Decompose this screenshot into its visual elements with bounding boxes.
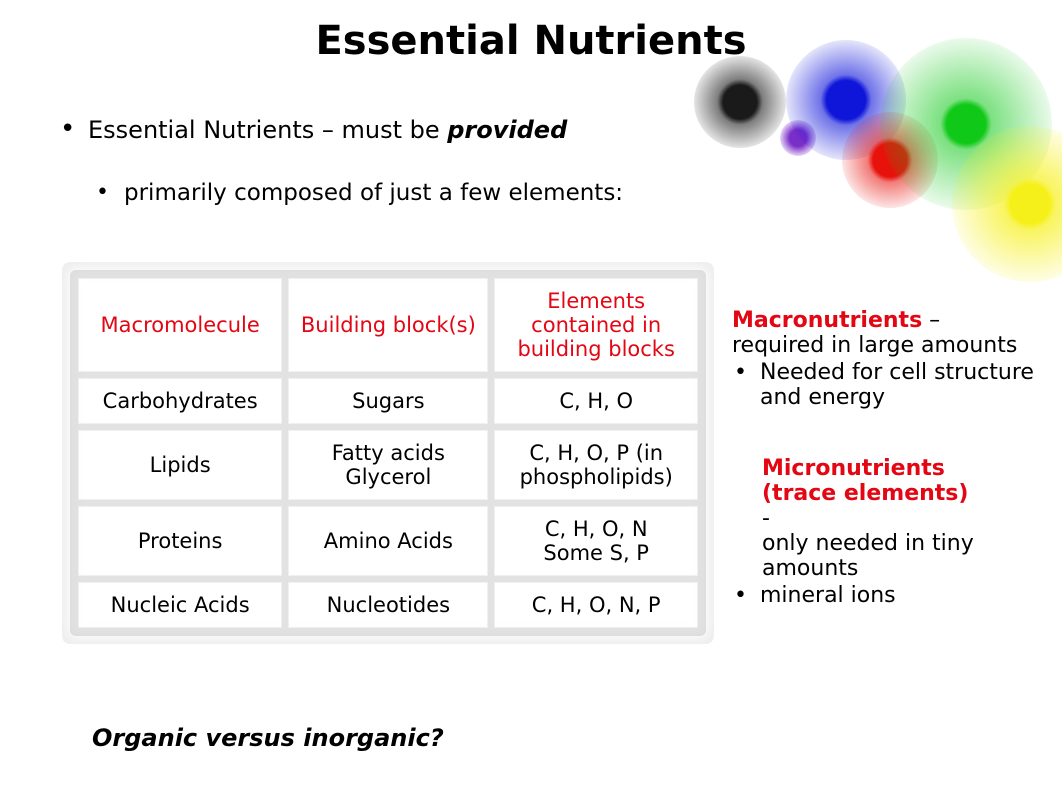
table-header-cell: Building block(s) — [288, 278, 488, 372]
micronutrients-head1: Micronutrients — [762, 456, 1034, 481]
micronutrients-block: Micronutrients (trace elements) - only n… — [762, 456, 1034, 608]
micronutrients-head2: (trace elements) — [762, 481, 1034, 506]
bullet-essential-emph: provided — [447, 116, 567, 144]
bullet-essential: Essential Nutrients – must be provided — [56, 116, 696, 144]
table-row: ProteinsAmino AcidsC, H, O, NSome S, P — [78, 506, 698, 576]
table-header-cell: Macromolecule — [78, 278, 282, 372]
bottom-question: Organic versus inorganic? — [92, 724, 444, 752]
page-title: Essential Nutrients — [0, 18, 1062, 64]
table-cell: Lipids — [78, 430, 282, 500]
table-cell: C, H, O, P (in phospholipids) — [494, 430, 698, 500]
table-body: CarbohydratesSugarsC, H, O LipidsFatty ac… — [78, 378, 698, 628]
table-row: LipidsFatty acidsGlycerolC, H, O, P (in … — [78, 430, 698, 500]
table-cell: Carbohydrates — [78, 378, 282, 424]
bullet-elements: primarily composed of just a few element… — [92, 180, 696, 206]
table-cell: C, H, O, N, P — [494, 582, 698, 628]
black-orb — [694, 56, 786, 148]
macronutrients-head: Macronutrients — [732, 308, 922, 333]
table-row: Nucleic AcidsNucleotidesC, H, O, N, P — [78, 582, 698, 628]
micronutrients-bullet: mineral ions — [732, 583, 1034, 608]
table-cell: C, H, O — [494, 378, 698, 424]
macromolecule-table: MacromoleculeBuilding block(s)Elements c… — [70, 270, 706, 636]
table-header-row: MacromoleculeBuilding block(s)Elements c… — [78, 278, 698, 372]
intro-bullets: Essential Nutrients – must be provided p… — [56, 116, 696, 206]
table-header-cell: Elements contained in building blocks — [494, 278, 698, 372]
table-cell: Sugars — [288, 378, 488, 424]
bullet-essential-text: Essential Nutrients – must be — [88, 116, 447, 144]
table-cell: Nucleic Acids — [78, 582, 282, 628]
table-row: CarbohydratesSugarsC, H, O — [78, 378, 698, 424]
table-cell: Fatty acidsGlycerol — [288, 430, 488, 500]
micronutrients-tail: only needed in tiny amounts — [762, 531, 1034, 581]
table-cell: Amino Acids — [288, 506, 488, 576]
macromolecule-table-wrap: MacromoleculeBuilding block(s)Elements c… — [70, 270, 706, 636]
macronutrients-bullet: Needed for cell structure and energy — [732, 360, 1034, 410]
macronutrients-block: Macronutrients – required in large amoun… — [732, 308, 1034, 410]
right-column: Macronutrients – required in large amoun… — [732, 308, 1034, 608]
table-cell: Proteins — [78, 506, 282, 576]
table-cell: Nucleotides — [288, 582, 488, 628]
table-cell: C, H, O, NSome S, P — [494, 506, 698, 576]
micronutrients-dash: - — [762, 506, 1034, 531]
